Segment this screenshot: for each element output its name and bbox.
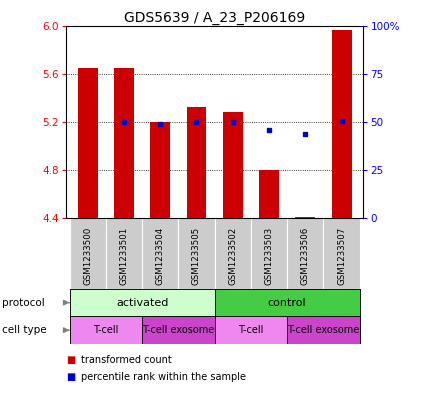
- Bar: [323, 218, 360, 289]
- Text: cell type: cell type: [2, 325, 47, 335]
- Text: ■: ■: [66, 354, 75, 365]
- Text: GSM1233506: GSM1233506: [301, 227, 310, 285]
- Bar: [215, 218, 251, 289]
- Bar: [142, 316, 215, 344]
- Text: transformed count: transformed count: [81, 354, 172, 365]
- Bar: [332, 30, 351, 218]
- Bar: [106, 218, 142, 289]
- Bar: [187, 107, 207, 218]
- Bar: [114, 68, 134, 218]
- Text: ■: ■: [66, 372, 75, 382]
- Text: control: control: [268, 298, 306, 308]
- Bar: [178, 218, 215, 289]
- Text: GSM1233507: GSM1233507: [337, 227, 346, 285]
- Text: T-cell exosome: T-cell exosome: [287, 325, 360, 335]
- Text: GSM1233504: GSM1233504: [156, 227, 165, 285]
- Bar: [215, 316, 287, 344]
- Text: T-cell: T-cell: [238, 325, 264, 335]
- Bar: [251, 218, 287, 289]
- Bar: [150, 122, 170, 218]
- Bar: [287, 218, 323, 289]
- Bar: [78, 68, 98, 218]
- Bar: [259, 170, 279, 218]
- Text: GSM1233500: GSM1233500: [83, 227, 92, 285]
- Text: T-cell: T-cell: [93, 325, 119, 335]
- Text: activated: activated: [116, 298, 168, 308]
- Text: GSM1233503: GSM1233503: [264, 227, 274, 285]
- Bar: [70, 316, 142, 344]
- Text: GSM1233505: GSM1233505: [192, 227, 201, 285]
- Bar: [287, 316, 360, 344]
- Bar: [70, 289, 215, 316]
- Bar: [70, 218, 106, 289]
- Text: percentile rank within the sample: percentile rank within the sample: [81, 372, 246, 382]
- Text: protocol: protocol: [2, 298, 45, 308]
- Text: GSM1233501: GSM1233501: [119, 227, 128, 285]
- Bar: [142, 218, 178, 289]
- Bar: [295, 217, 315, 218]
- Text: GSM1233502: GSM1233502: [228, 227, 237, 285]
- Bar: [215, 289, 360, 316]
- Title: GDS5639 / A_23_P206169: GDS5639 / A_23_P206169: [124, 11, 305, 24]
- Bar: [223, 112, 243, 218]
- Text: T-cell exosome: T-cell exosome: [142, 325, 215, 335]
